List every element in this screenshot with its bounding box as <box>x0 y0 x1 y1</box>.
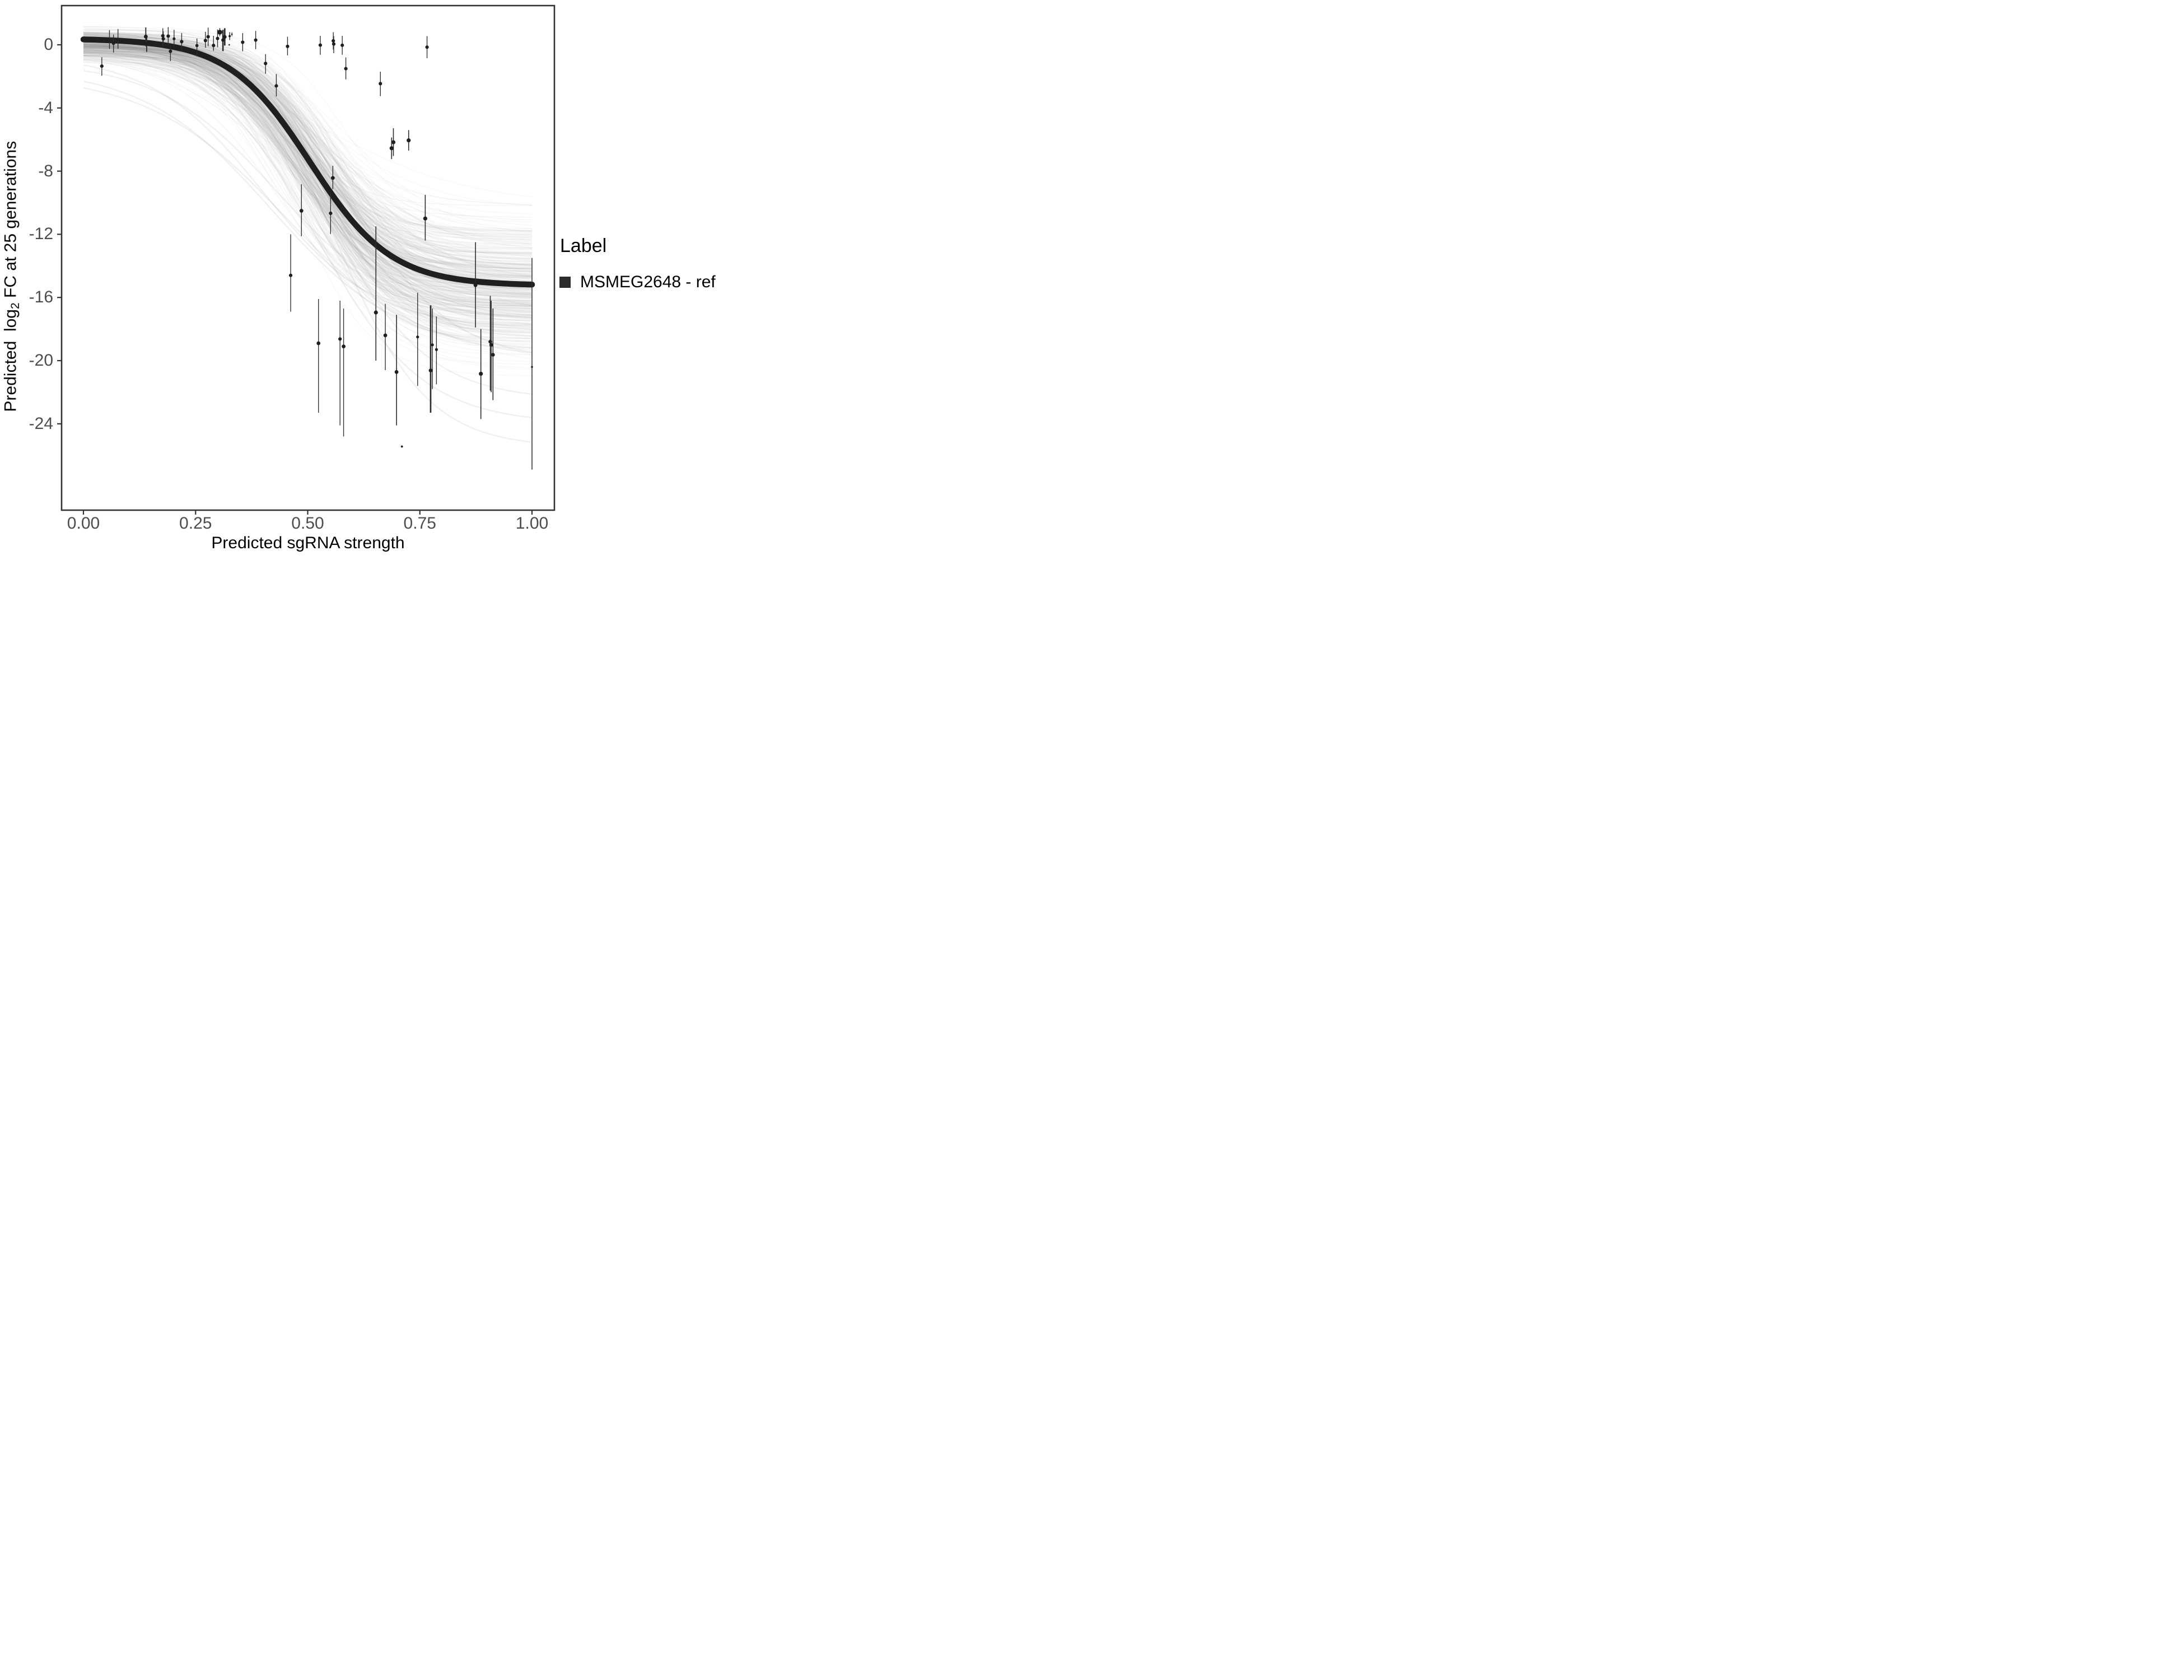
y-tick-label: 0 <box>44 35 53 54</box>
x-axis-title: Predicted sgRNA strength <box>211 534 405 552</box>
plot-canvas <box>0 0 728 560</box>
x-tick-label: 0.25 <box>179 514 212 533</box>
x-tick-label: 0.00 <box>67 514 100 533</box>
y-tick-label: -12 <box>29 225 53 244</box>
legend-swatch-icon <box>559 277 571 288</box>
y-axis-title: Predicted log2 FC at 25 generations <box>1 53 22 501</box>
x-tick-label: 1.00 <box>515 514 549 533</box>
legend-item-label: MSMEG2648 - ref <box>580 273 716 291</box>
legend: Label MSMEG2648 - ref <box>559 235 716 292</box>
y-tick-label: -24 <box>29 414 53 433</box>
x-tick-label: 0.50 <box>291 514 324 533</box>
legend-item: MSMEG2648 - ref <box>559 273 716 292</box>
chart-figure: Predicted log2 FC at 25 generations Pred… <box>0 0 728 560</box>
x-tick-label: 0.75 <box>403 514 436 533</box>
y-tick-label: -20 <box>29 351 53 370</box>
y-tick-label: -8 <box>38 161 53 180</box>
y-tick-label: -4 <box>38 98 53 117</box>
y-tick-label: -16 <box>29 288 53 307</box>
legend-title: Label <box>560 235 607 256</box>
